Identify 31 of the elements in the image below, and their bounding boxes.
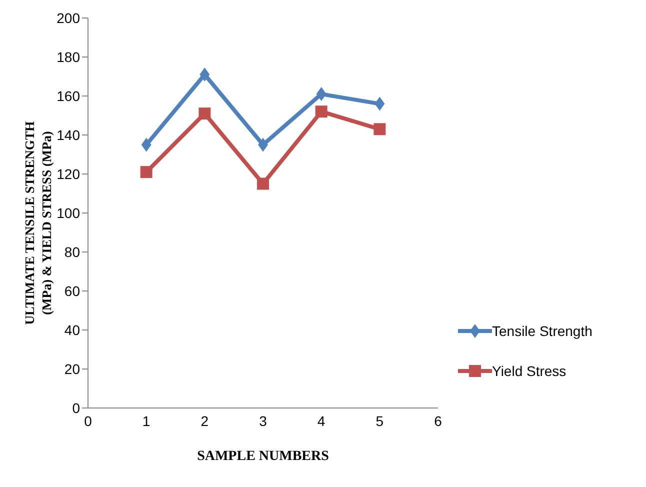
- x-tick-label: 5: [376, 412, 384, 429]
- point: [257, 178, 269, 190]
- x-tick-label: 1: [142, 412, 150, 429]
- y-tick-label: 100: [56, 204, 80, 221]
- point: [374, 123, 386, 136]
- point: [316, 87, 326, 102]
- legend-label: Tensile Strength: [492, 323, 592, 339]
- y-tick-label: 180: [56, 48, 80, 65]
- point: [140, 166, 152, 178]
- x-tick-label: 4: [317, 412, 326, 429]
- y-tick-label: 120: [56, 166, 80, 182]
- legend-label: Yield Stress: [492, 363, 566, 379]
- x-tick-label: 0: [84, 412, 92, 429]
- y-tick-label: 20: [64, 360, 80, 377]
- y-tick-label: 80: [64, 244, 80, 260]
- y-tick-label: 0: [72, 400, 80, 416]
- point: [141, 138, 152, 152]
- x-tick-label: 6: [434, 412, 442, 429]
- y-axis-title: ULTIMATE TENSILE STRENGTH (MPa) & YIELD STRESS (MPa): [22, 121, 54, 325]
- y-tick-label: 160: [56, 88, 80, 104]
- point: [200, 68, 210, 82]
- point: [315, 106, 328, 118]
- x-tick-label: 3: [259, 412, 268, 429]
- x-tick-label: 2: [200, 412, 209, 429]
- point: [374, 96, 385, 111]
- y-tick-label: 60: [64, 282, 80, 299]
- y-tick-label: 200: [56, 10, 80, 26]
- y-tick-label: 40: [64, 322, 80, 338]
- x-axis-title: SAMPLE NUMBERS: [197, 449, 330, 464]
- y-tick-label: 140: [56, 126, 80, 143]
- point: [198, 108, 211, 120]
